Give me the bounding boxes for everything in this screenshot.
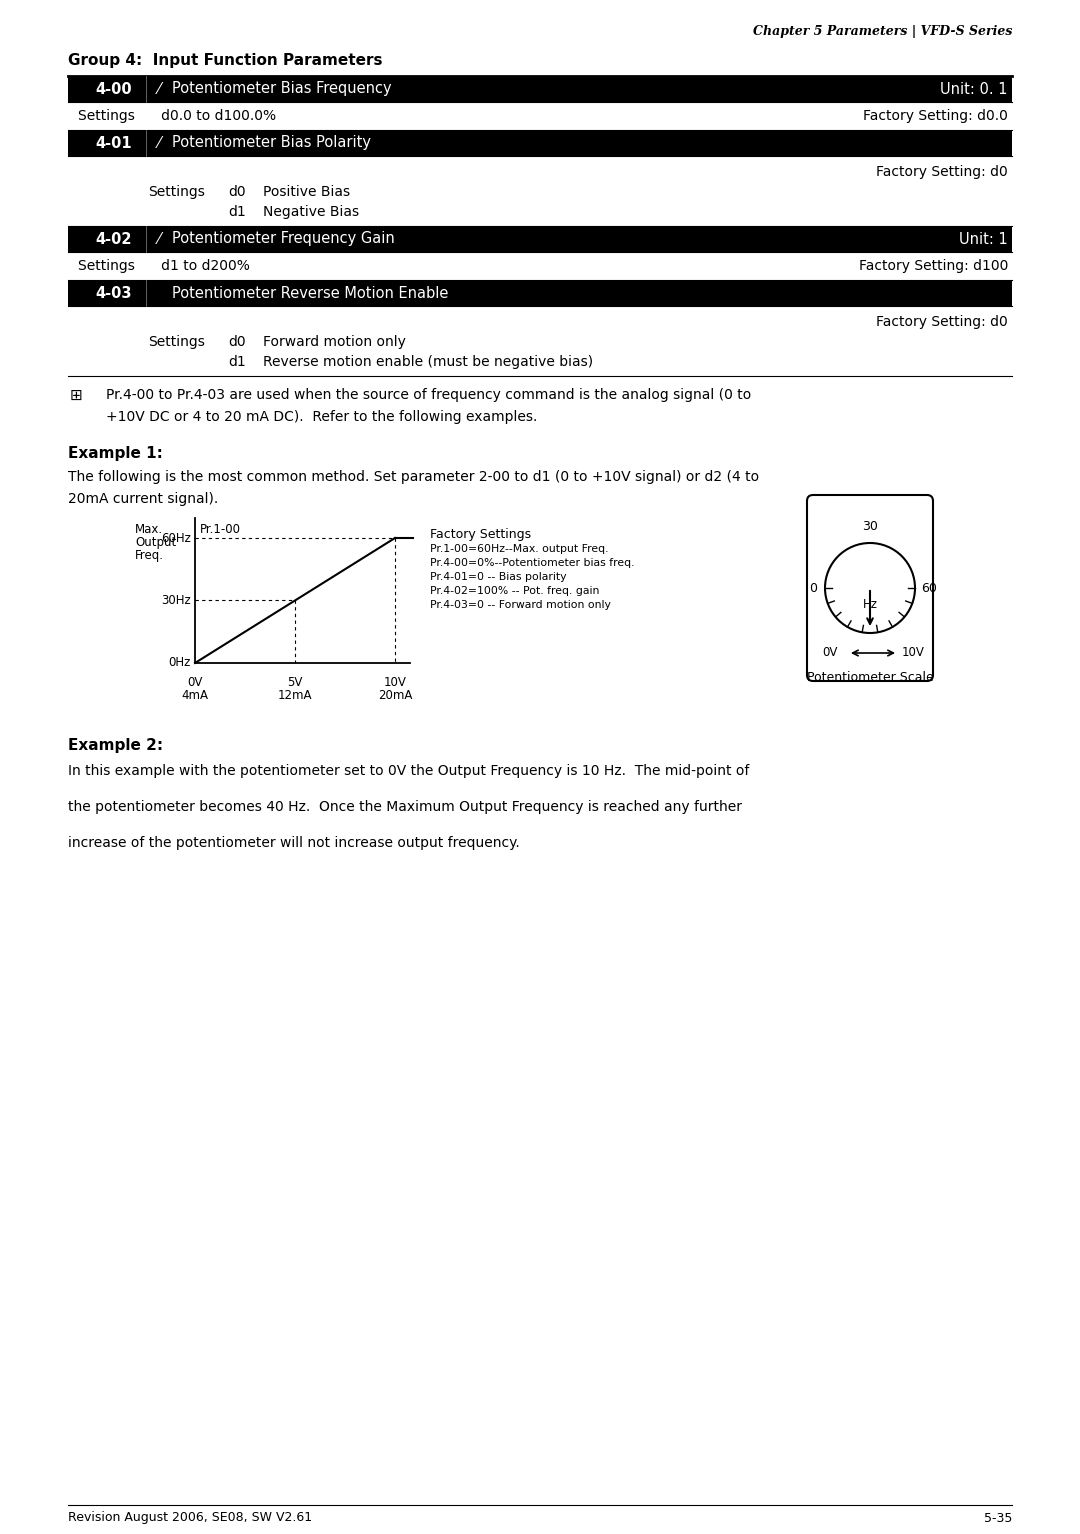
Text: ⁄: ⁄ [158, 81, 161, 97]
Text: 0V: 0V [823, 646, 838, 660]
Text: 4-02: 4-02 [96, 232, 132, 247]
Text: Pr.1-00=60Hz--Max. output Freq.: Pr.1-00=60Hz--Max. output Freq. [430, 545, 608, 554]
Text: 4-01: 4-01 [96, 135, 133, 150]
Text: Chapter 5 Parameters | VFD-S Series: Chapter 5 Parameters | VFD-S Series [753, 26, 1012, 38]
Text: Pr.4-00 to Pr.4-03 are used when the source of frequency command is the analog s: Pr.4-00 to Pr.4-03 are used when the sou… [106, 388, 752, 402]
Text: 20mA current signal).: 20mA current signal). [68, 492, 218, 506]
Text: 10V: 10V [902, 646, 924, 660]
Text: d1: d1 [228, 206, 246, 219]
Text: Hz: Hz [863, 598, 877, 611]
Text: Unit: 0. 1: Unit: 0. 1 [941, 81, 1008, 97]
Text: increase of the potentiometer will not increase output frequency.: increase of the potentiometer will not i… [68, 836, 519, 850]
Text: Pr.1-00: Pr.1-00 [200, 523, 241, 535]
Text: 20mA: 20mA [378, 689, 413, 703]
Text: 12mA: 12mA [278, 689, 312, 703]
Text: 5-35: 5-35 [984, 1511, 1012, 1525]
Text: 0: 0 [809, 581, 816, 595]
Text: The following is the most common method. Set parameter 2-00 to d1 (0 to +10V sig: The following is the most common method.… [68, 469, 759, 485]
Text: Factory Setting: d0: Factory Setting: d0 [876, 314, 1008, 328]
Bar [68, 77, 1012, 101]
Text: ⁄: ⁄ [158, 135, 161, 150]
Text: Pr.4-00=0%--Potentiometer bias freq.: Pr.4-00=0%--Potentiometer bias freq. [430, 558, 635, 568]
Text: d0: d0 [228, 186, 245, 199]
Text: Factory Setting: d100: Factory Setting: d100 [859, 259, 1008, 273]
Text: d0: d0 [228, 334, 245, 350]
Text: Max.: Max. [135, 523, 163, 535]
Bar [68, 225, 1012, 252]
Text: 60Hz: 60Hz [161, 531, 191, 545]
Text: Reverse motion enable (must be negative bias): Reverse motion enable (must be negative … [264, 354, 593, 370]
Text: Freq.: Freq. [135, 549, 164, 561]
Text: Factory Setting: d0.0: Factory Setting: d0.0 [863, 109, 1008, 123]
Text: Factory Setting: d0: Factory Setting: d0 [876, 166, 1008, 179]
Text: 4-00: 4-00 [96, 81, 133, 97]
Text: Potentiometer Bias Frequency: Potentiometer Bias Frequency [172, 81, 392, 97]
Text: Settings: Settings [148, 334, 205, 350]
Text: Settings      d1 to d200%: Settings d1 to d200% [78, 259, 249, 273]
Text: 30Hz: 30Hz [161, 594, 191, 606]
Text: 4mA: 4mA [181, 689, 208, 703]
Text: ⁄: ⁄ [158, 232, 161, 247]
Text: ⊞: ⊞ [70, 388, 83, 403]
FancyBboxPatch shape [807, 495, 933, 681]
Text: Unit: 1: Unit: 1 [959, 232, 1008, 247]
Text: Potentiometer Bias Polarity: Potentiometer Bias Polarity [172, 135, 372, 150]
Text: Factory Settings: Factory Settings [430, 528, 531, 542]
Text: +10V DC or 4 to 20 mA DC).  Refer to the following examples.: +10V DC or 4 to 20 mA DC). Refer to the … [106, 410, 538, 423]
Text: Example 2:: Example 2: [68, 738, 163, 753]
Text: Example 1:: Example 1: [68, 446, 163, 462]
Text: Output: Output [135, 535, 176, 549]
Text: Pr.4-01=0 -- Bias polarity: Pr.4-01=0 -- Bias polarity [430, 572, 567, 581]
Text: 0V: 0V [187, 676, 203, 689]
Text: Pr.4-02=100% -- Pot. freq. gain: Pr.4-02=100% -- Pot. freq. gain [430, 586, 599, 597]
Text: 4-03: 4-03 [96, 285, 132, 301]
Text: Group 4:  Input Function Parameters: Group 4: Input Function Parameters [68, 52, 382, 67]
Text: the potentiometer becomes 40 Hz.  Once the Maximum Output Frequency is reached a: the potentiometer becomes 40 Hz. Once th… [68, 801, 742, 815]
Bar [68, 130, 1012, 156]
Text: Forward motion only: Forward motion only [264, 334, 406, 350]
Text: Revision August 2006, SE08, SW V2.61: Revision August 2006, SE08, SW V2.61 [68, 1511, 312, 1525]
Text: d1: d1 [228, 354, 246, 370]
Text: Negative Bias: Negative Bias [264, 206, 360, 219]
Text: 0Hz: 0Hz [168, 657, 191, 669]
Text: Potentiometer Frequency Gain: Potentiometer Frequency Gain [172, 232, 395, 247]
Text: 5V: 5V [287, 676, 302, 689]
Text: Pr.4-03=0 -- Forward motion only: Pr.4-03=0 -- Forward motion only [430, 600, 611, 611]
Text: In this example with the potentiometer set to 0V the Output Frequency is 10 Hz. : In this example with the potentiometer s… [68, 764, 750, 778]
Text: 10V: 10V [383, 676, 406, 689]
Text: Settings: Settings [148, 186, 205, 199]
Text: 60: 60 [921, 581, 936, 595]
Text: Settings      d0.0 to d100.0%: Settings d0.0 to d100.0% [78, 109, 276, 123]
Bar [68, 281, 1012, 305]
Text: Potentiometer Reverse Motion Enable: Potentiometer Reverse Motion Enable [172, 285, 448, 301]
Text: Positive Bias: Positive Bias [264, 186, 350, 199]
Text: 30: 30 [862, 520, 878, 532]
Text: Potentiometer Scale: Potentiometer Scale [807, 670, 933, 684]
